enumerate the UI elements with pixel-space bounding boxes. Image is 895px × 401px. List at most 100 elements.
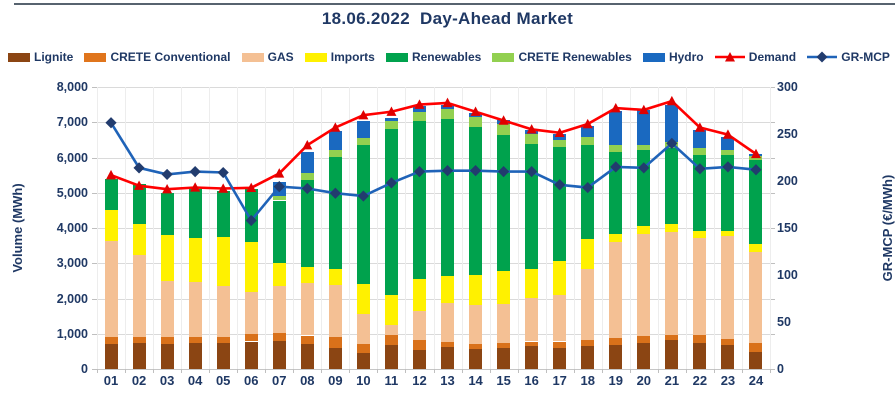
- demand-marker: [526, 124, 537, 134]
- legend-swatch-lignite-icon: [8, 52, 30, 62]
- bar-segment-gas: [272, 286, 286, 334]
- bar-segment-renewables: [609, 151, 623, 234]
- bar-segment-renewables: [328, 156, 342, 270]
- bar-segment-imports: [188, 237, 202, 282]
- bar-segment-imports: [328, 269, 342, 286]
- bar-segment-lignite: [525, 346, 539, 369]
- bar-segment-crete-conventional: [609, 337, 623, 345]
- bar-segment-renewables: [356, 144, 370, 285]
- bar-segment-renewables: [272, 200, 286, 264]
- demand-marker: [554, 127, 565, 138]
- x-axis-label: 06: [243, 373, 259, 388]
- vertical-gridline: [657, 87, 659, 369]
- bar-segment-crete-conventional: [441, 342, 455, 348]
- legend-swatch-crete-renewables-icon: [492, 52, 515, 62]
- vertical-gridline: [517, 87, 519, 369]
- legend-swatch-demand-icon: [714, 52, 745, 62]
- x-tick-mark: [433, 369, 435, 373]
- bar-segment-imports: [665, 224, 679, 233]
- vertical-gridline: [713, 87, 715, 369]
- demand-marker: [470, 106, 481, 116]
- demand-marker: [638, 104, 649, 115]
- bar-segment-lignite: [132, 343, 146, 369]
- x-axis-label: 09: [328, 373, 343, 388]
- chart-title: 18.06.2022 Day-Ahead Market: [321, 9, 574, 28]
- gr-mcp-marker: [610, 161, 622, 173]
- bar-segment-imports: [132, 224, 146, 256]
- legend-label: GR-MCP: [841, 50, 890, 64]
- bar-segment-gas: [132, 255, 146, 337]
- bar-segment-gas: [160, 281, 174, 337]
- y-axis-left-label: 4,000: [56, 221, 88, 235]
- legend-label: Lignite: [34, 50, 74, 64]
- y-tick-mark: [92, 333, 97, 335]
- bar-segment-crete-conventional: [216, 336, 230, 343]
- bar-segment-gas: [300, 283, 314, 336]
- gr-mcp-marker: [722, 161, 734, 173]
- vertical-gridline: [349, 87, 351, 369]
- bar-segment-lignite: [384, 344, 398, 369]
- bar-segment-crete-renewables: [637, 145, 651, 151]
- vertical-gridline: [153, 87, 155, 369]
- bar-segment-lignite: [104, 343, 118, 369]
- bar-segment-gas: [749, 252, 763, 344]
- bar-segment-crete-conventional: [637, 335, 651, 343]
- gr-mcp-marker: [385, 177, 398, 189]
- bar-segment-lignite: [721, 344, 735, 369]
- bar-segment-gas: [216, 286, 230, 337]
- bar-segment-renewables: [469, 126, 483, 276]
- vertical-gridline: [545, 87, 547, 369]
- x-axis-label: 17: [552, 373, 567, 388]
- vertical-gridline: [125, 87, 127, 369]
- y-axis-left-label: 2,000: [56, 291, 88, 306]
- bar-segment-imports: [244, 242, 258, 293]
- bar-segment-imports: [693, 230, 707, 238]
- bar-segment-imports: [609, 233, 623, 243]
- bar-segment-renewables: [721, 155, 735, 231]
- bar-segment-lignite: [160, 343, 174, 369]
- y-tick-mark: [770, 192, 775, 194]
- gr-mcp-marker: [105, 117, 117, 129]
- demand-marker: [302, 139, 313, 150]
- bar-segment-imports: [300, 266, 314, 284]
- bar-segment-imports: [412, 279, 426, 312]
- bar-segment-renewables: [665, 148, 679, 225]
- bar-segment-imports: [469, 275, 483, 305]
- legend-item-crete-conventional: CRETE Conventional: [84, 50, 230, 64]
- vertical-gridline: [741, 87, 743, 369]
- x-tick-mark: [629, 369, 631, 373]
- legend-item-lignite: Lignite: [8, 50, 73, 64]
- demand-marker: [246, 182, 257, 193]
- bar-segment-crete-conventional: [272, 333, 286, 341]
- vertical-gridline: [293, 87, 295, 369]
- legend-label: Renewables: [411, 50, 482, 64]
- vertical-gridline: [629, 87, 631, 369]
- demand-marker: [190, 182, 201, 192]
- bar-segment-hydro: [693, 130, 707, 149]
- legend-swatch-imports-icon: [304, 52, 327, 62]
- bar-segment-gas: [441, 302, 455, 343]
- demand-marker: [106, 169, 117, 180]
- x-axis-label: 19: [608, 373, 623, 388]
- vertical-gridline: [321, 87, 323, 369]
- gr-mcp-marker: [301, 182, 313, 195]
- demand-marker: [134, 180, 145, 190]
- bar-segment-lignite: [188, 343, 202, 369]
- bar-segment-crete-conventional: [160, 336, 174, 344]
- bar-segment-crete-conventional: [328, 336, 342, 349]
- bar-segment-gas: [469, 304, 483, 344]
- bar-segment-imports: [441, 276, 455, 303]
- bar-segment-crete-renewables: [469, 116, 483, 127]
- bar-segment-renewables: [412, 120, 426, 280]
- vertical-gridline: [97, 87, 98, 369]
- vertical-gridline: [573, 87, 575, 369]
- legend-swatch-hydro-icon: [642, 52, 665, 62]
- bar-segment-crete-conventional: [497, 343, 511, 349]
- gr-mcp-marker: [413, 166, 426, 178]
- bar-segment-hydro: [412, 105, 426, 113]
- bar-segment-gas: [637, 233, 651, 336]
- bar-segment-crete-renewables: [384, 121, 398, 130]
- bar-segment-crete-renewables: [721, 150, 735, 156]
- bar-segment-crete-renewables: [609, 145, 623, 152]
- gr-mcp-marker: [217, 166, 229, 179]
